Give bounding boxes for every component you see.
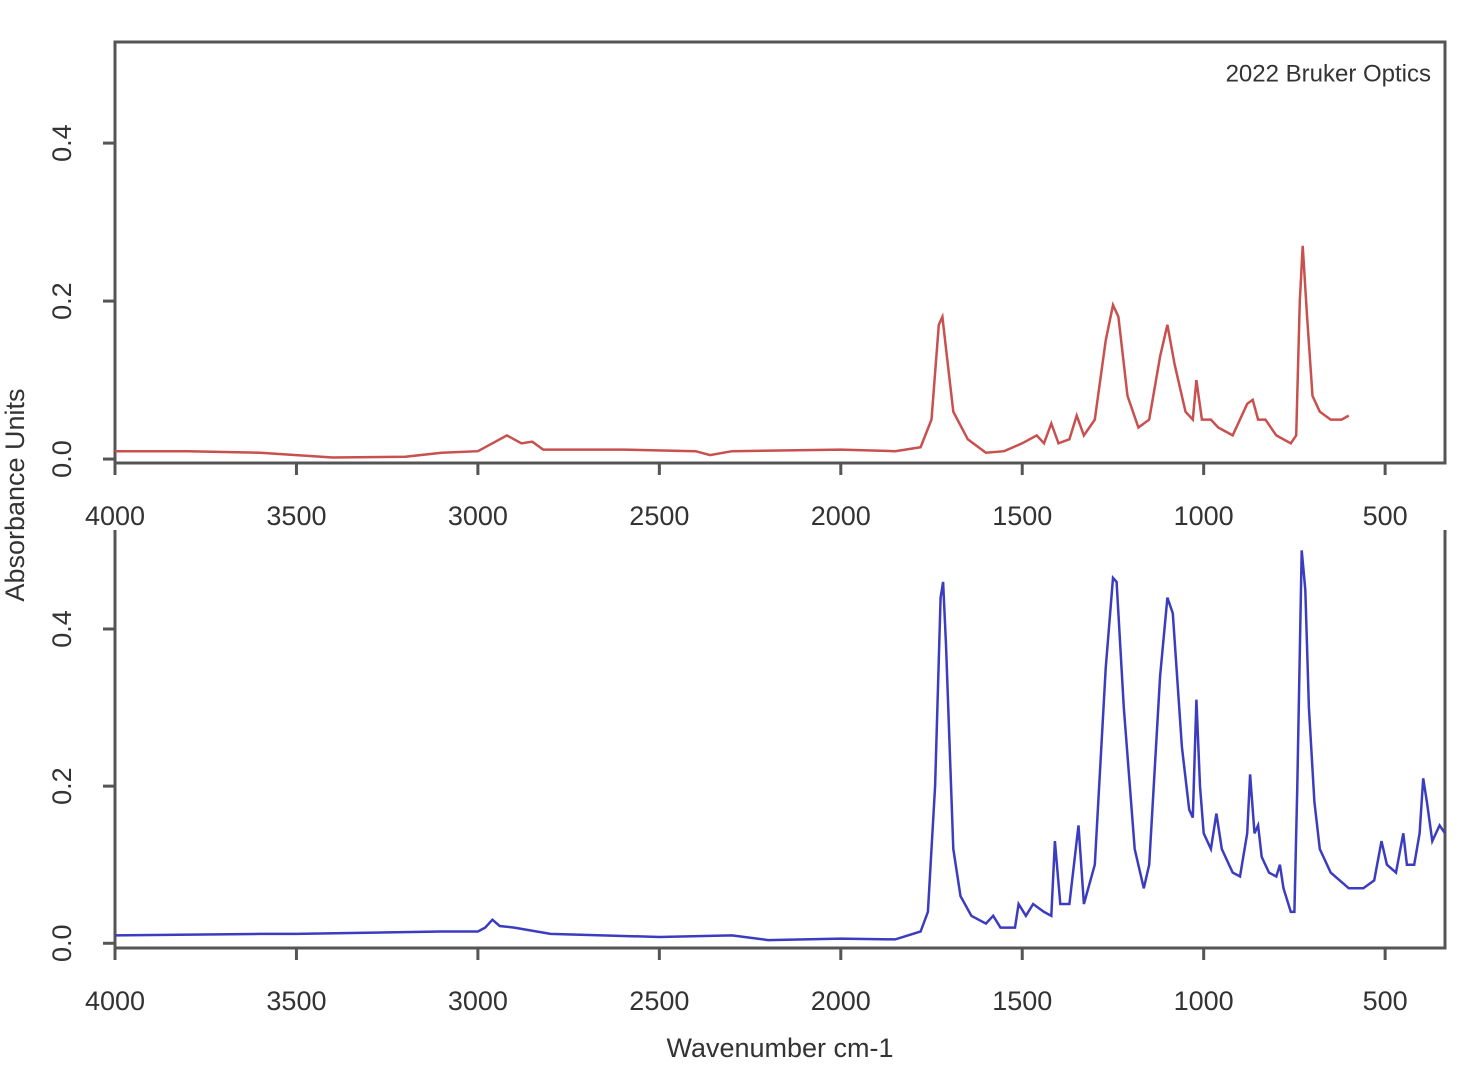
x-tick-label: 500 (1363, 986, 1408, 1016)
x-tick-label: 3500 (266, 501, 326, 531)
y-axis-label: Absorbance Units (0, 388, 30, 601)
y-tick-label: 0.2 (47, 767, 77, 805)
x-tick-label: 1000 (1174, 986, 1234, 1016)
x-tick-label: 1500 (992, 986, 1052, 1016)
x-tick-label: 2000 (811, 501, 871, 531)
annotation: 2022 Bruker Optics (1226, 60, 1431, 87)
x-tick-label: 4000 (85, 986, 145, 1016)
x-tick-label: 2000 (811, 986, 871, 1016)
y-tick-label: 0.0 (47, 925, 77, 963)
x-tick-label: 1500 (992, 501, 1052, 531)
x-tick-label: 4000 (85, 501, 145, 531)
spectrum-line (114, 550, 1447, 942)
spectrum-line (115, 245, 1350, 459)
x-tick-label: 500 (1363, 501, 1408, 531)
plot-frame (113, 530, 1447, 950)
x-axis-label: Wavenumber cm-1 (666, 1033, 893, 1063)
plot-frame (113, 40, 1447, 465)
y-tick-label: 0.0 (47, 440, 77, 478)
y-tick-label: 0.4 (47, 610, 77, 648)
x-tick-label: 3000 (448, 501, 508, 531)
y-tick-label: 0.2 (47, 282, 77, 320)
x-tick-label: 1000 (1174, 501, 1234, 531)
x-tick-label: 3500 (266, 986, 326, 1016)
x-tick-label: 2500 (629, 501, 689, 531)
x-tick-label: 2500 (629, 986, 689, 1016)
x-tick-label: 3000 (448, 986, 508, 1016)
y-tick-label: 0.4 (47, 124, 77, 162)
